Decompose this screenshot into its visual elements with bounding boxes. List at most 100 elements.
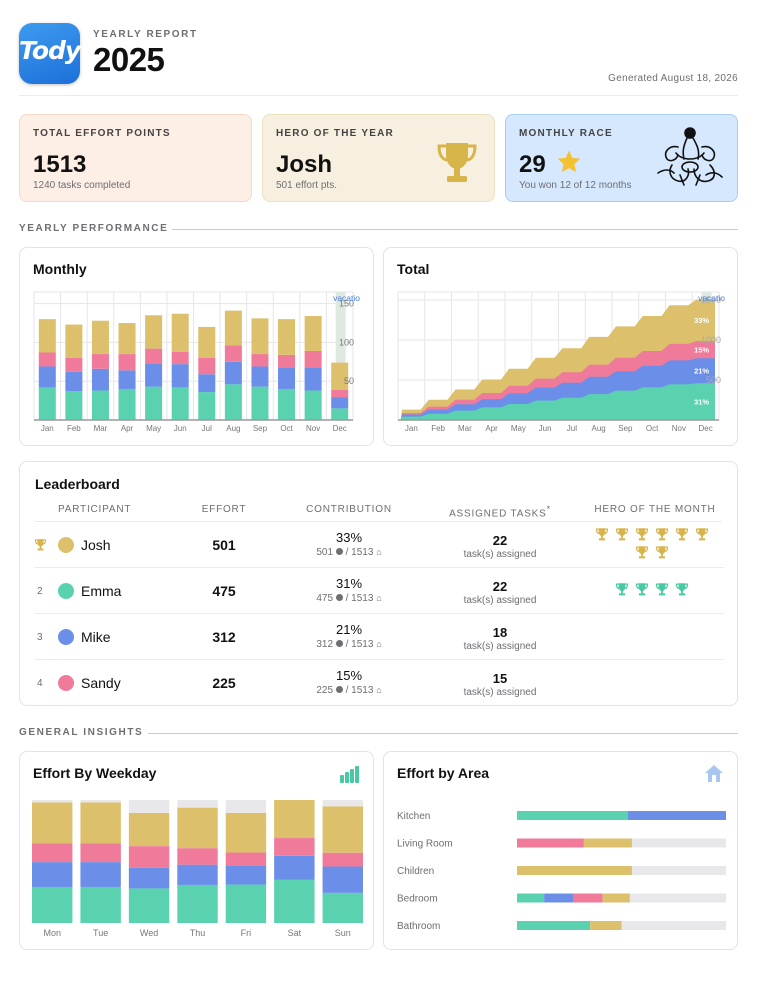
x-tick-label: Sat bbox=[288, 928, 302, 938]
x-tick-label: Oct bbox=[280, 424, 293, 433]
header-participant: PARTICIPANT bbox=[58, 504, 132, 515]
contribution-points: 475 bbox=[316, 593, 334, 604]
bar-segment bbox=[128, 888, 170, 923]
bar-segment bbox=[38, 387, 56, 420]
x-tick-label: Dec bbox=[699, 424, 713, 433]
bar-segment bbox=[80, 800, 121, 803]
bar-segment bbox=[32, 843, 73, 863]
x-tick-label: Mon bbox=[43, 928, 61, 938]
bar-segment bbox=[171, 387, 189, 420]
chart-title: Effort by Area bbox=[397, 765, 490, 781]
y-tick-label: 1000 bbox=[701, 335, 721, 345]
stat-subtitle: 501 effort pts. bbox=[276, 180, 337, 191]
x-tick-label: Thu bbox=[190, 928, 206, 938]
area-bar-segment bbox=[590, 921, 622, 930]
tody-logo bbox=[19, 23, 80, 84]
contribution-total: / 1513 bbox=[345, 685, 374, 696]
star-icon bbox=[557, 150, 581, 173]
race-illustration-icon bbox=[657, 127, 723, 186]
vacation-annotation: vacatio bbox=[698, 293, 725, 303]
bar-segment bbox=[251, 354, 269, 367]
area-bar-segment bbox=[627, 811, 726, 820]
bar-segment bbox=[331, 408, 349, 420]
hero-trophy-icon bbox=[655, 583, 669, 596]
bar-segment bbox=[38, 366, 56, 388]
total-chart-panel: Total 31% 21% 15% 33% Jan Feb Mar Apr May Jun Jul A… bbox=[383, 247, 738, 446]
chart-title: Total bbox=[397, 261, 430, 277]
stat-value: 1513 bbox=[33, 151, 87, 178]
y-tick-label: 50 bbox=[344, 376, 354, 386]
section-yearly-performance: YEARLY PERFORMANCE bbox=[19, 223, 169, 234]
bar-segment bbox=[38, 319, 56, 353]
x-tick-label: Wed bbox=[140, 928, 158, 938]
hero-of-year-card: HERO OF THE YEAR Josh 501 effort pts. bbox=[262, 114, 495, 202]
contribution-total: / 1513 bbox=[345, 593, 374, 604]
bar-segment bbox=[80, 802, 121, 844]
bar-segment bbox=[278, 388, 296, 420]
bar-segment bbox=[322, 852, 363, 867]
contribution-detail: 225 / 1513 ⌂ bbox=[289, 685, 409, 696]
y-tick-label: 1500 bbox=[701, 295, 721, 305]
hero-trophy-icon bbox=[675, 583, 689, 596]
area-bar-segment bbox=[621, 921, 726, 930]
bar-segment bbox=[251, 386, 269, 420]
contribution-detail: 312 / 1513 ⌂ bbox=[289, 639, 409, 650]
bar-segment bbox=[198, 374, 216, 393]
bar-segment bbox=[80, 843, 121, 863]
bar-segment bbox=[278, 319, 296, 355]
bar-segment bbox=[65, 371, 83, 392]
leaderboard-row: 2 Emma 475 31% 475 / 1513 ⌂ 22 task(s) assig… bbox=[20, 568, 739, 614]
bar-segment bbox=[322, 806, 363, 853]
points-icon bbox=[335, 686, 343, 693]
bar-segment bbox=[198, 326, 216, 358]
bar-segment bbox=[224, 361, 242, 385]
area-chart-panel: Effort by Area Kitchen Living Room Childre… bbox=[383, 751, 738, 950]
hero-trophy-icon bbox=[615, 583, 629, 596]
x-tick-label: Jul bbox=[202, 424, 212, 433]
stat-title: TOTAL EFFORT POINTS bbox=[33, 128, 171, 139]
bar-segment bbox=[128, 812, 170, 847]
bar-segment bbox=[145, 348, 163, 364]
bar-segment bbox=[322, 800, 363, 807]
hero-trophy-icon bbox=[675, 528, 689, 541]
header-contribution: CONTRIBUTION bbox=[306, 504, 392, 515]
bar-segment bbox=[32, 862, 73, 887]
header-assigned-tasks: ASSIGNED TASKS* bbox=[435, 504, 565, 519]
leaderboard-title: Leaderboard bbox=[35, 476, 120, 492]
segment-label: 31% bbox=[694, 398, 709, 407]
bar-segment bbox=[32, 800, 73, 803]
stat-value: 29 bbox=[519, 151, 546, 178]
bar-segment bbox=[177, 807, 218, 849]
stat-subtitle: You won 12 of 12 months bbox=[519, 180, 632, 191]
header-assigned-mark: * bbox=[546, 504, 551, 514]
report-eyebrow: YEARLY REPORT bbox=[93, 29, 198, 40]
rank-trophy-icon bbox=[34, 539, 47, 551]
bar-segment bbox=[145, 386, 163, 420]
contribution-percent: 15% bbox=[335, 668, 363, 683]
bar-segment bbox=[224, 310, 242, 346]
x-tick-label: Jun bbox=[174, 424, 187, 433]
bar-segment bbox=[304, 316, 322, 351]
contribution-detail: 475 / 1513 ⌂ bbox=[289, 593, 409, 604]
bar-segment bbox=[274, 800, 315, 839]
contribution-percent: 33% bbox=[335, 530, 363, 545]
bar-segment bbox=[118, 388, 136, 420]
bar-segment bbox=[38, 352, 56, 367]
bar-segment bbox=[118, 323, 136, 355]
segment-label: 21% bbox=[694, 367, 709, 376]
participant-name: Mike bbox=[81, 629, 111, 645]
participant-dot bbox=[58, 629, 74, 645]
bar-segment bbox=[198, 357, 216, 375]
bar-segment bbox=[331, 362, 349, 390]
x-tick-label: Mar bbox=[94, 424, 108, 433]
bar-segment bbox=[171, 351, 189, 365]
monthly-chart: Jan Feb Mar Apr May Jun Jul Aug Sep Oct Nov Dec 50 10… bbox=[33, 291, 360, 433]
stat-subtitle: 1240 tasks completed bbox=[33, 180, 131, 191]
x-tick-label: Jan bbox=[41, 424, 54, 433]
bar-segment bbox=[322, 892, 363, 923]
bar-segment bbox=[91, 390, 109, 420]
bar-segment bbox=[32, 802, 73, 844]
bar-segment bbox=[224, 384, 242, 420]
bar-segment bbox=[177, 800, 218, 808]
contribution-total: / 1513 bbox=[345, 547, 374, 558]
